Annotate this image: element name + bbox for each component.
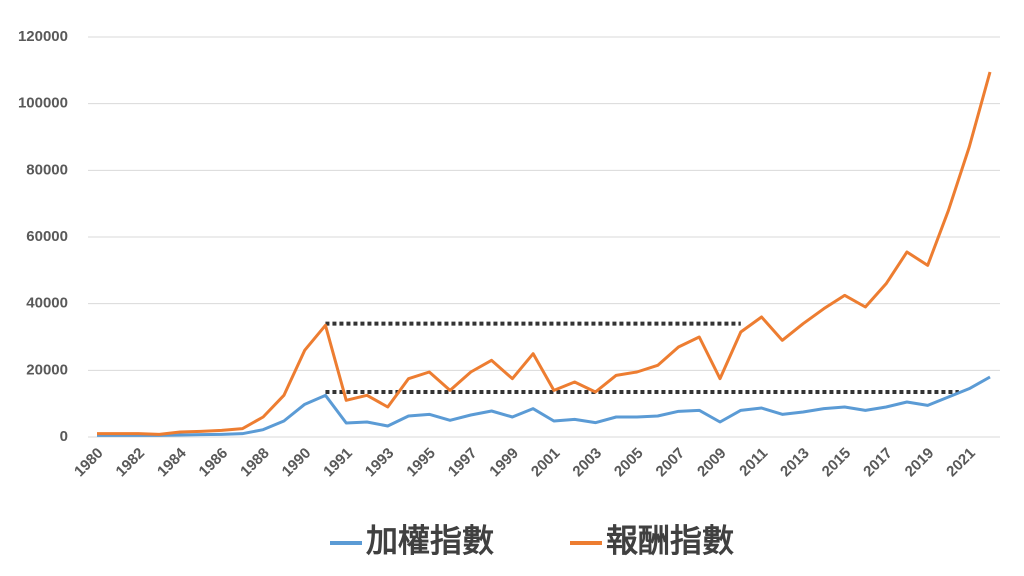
x-tick-label: 1984 xyxy=(154,444,190,480)
x-tick-label: 2021 xyxy=(943,445,979,481)
x-tick-label: 1993 xyxy=(362,445,398,481)
x-tick-label: 1995 xyxy=(403,445,439,481)
x-tick-label: 1986 xyxy=(196,445,232,481)
x-tick-label: 2001 xyxy=(528,445,564,481)
x-tick-label: 2005 xyxy=(611,445,647,481)
x-tick-label: 1997 xyxy=(445,445,481,481)
x-tick-label: 2009 xyxy=(694,445,730,481)
y-tick-label: 100000 xyxy=(18,95,68,112)
x-tick-label: 2013 xyxy=(777,445,813,481)
x-tick-label: 1980 xyxy=(71,445,107,481)
y-tick-label: 80000 xyxy=(26,161,68,178)
x-tick-label: 1988 xyxy=(237,445,273,481)
x-tick-label: 2003 xyxy=(569,445,605,481)
y-tick-label: 60000 xyxy=(26,228,68,245)
x-tick-label: 2019 xyxy=(902,445,938,481)
y-tick-label: 120000 xyxy=(18,28,68,45)
x-tick-label: 1991 xyxy=(320,445,356,481)
y-tick-label: 40000 xyxy=(26,295,68,312)
x-tick-label: 2017 xyxy=(860,445,896,481)
x-tick-label: 2015 xyxy=(819,445,855,481)
legend-label: 報酬指數 xyxy=(606,522,734,558)
y-tick-label: 20000 xyxy=(26,361,68,378)
x-tick-label: 2007 xyxy=(653,445,689,481)
data-line xyxy=(97,71,992,436)
y-tick-label: 0 xyxy=(60,428,68,445)
x-tick-label: 1999 xyxy=(486,445,522,481)
legend-label: 加權指數 xyxy=(366,522,494,558)
data-line xyxy=(97,375,991,437)
x-tick-label: 1990 xyxy=(279,445,315,481)
x-tick-label: 1982 xyxy=(113,445,149,481)
x-tick-label: 2011 xyxy=(736,445,771,480)
